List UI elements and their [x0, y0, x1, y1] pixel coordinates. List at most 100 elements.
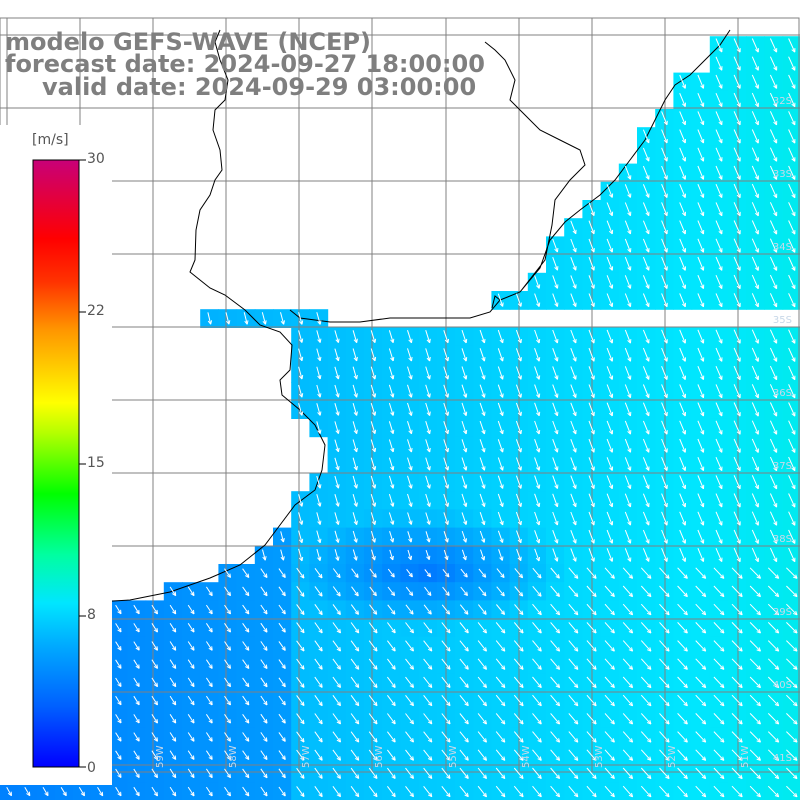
wind-arrow — [350, 622, 360, 634]
wind-arrow — [407, 366, 413, 380]
wind-arrow — [606, 202, 614, 217]
wind-arrow — [386, 658, 396, 670]
wind-arrow — [751, 384, 759, 399]
wind-arrow — [588, 420, 595, 435]
wind-arrow — [786, 785, 798, 798]
wind-arrow — [387, 586, 396, 597]
wind-arrow — [296, 731, 305, 743]
wind-arrow — [513, 785, 524, 798]
wind-arrow — [751, 129, 759, 144]
wind-arrow — [532, 585, 542, 597]
wind-arrow — [242, 750, 250, 760]
wind-arrow — [715, 329, 723, 344]
wind-arrow — [260, 604, 268, 615]
wind-arrow — [624, 329, 632, 344]
wind-arrow — [679, 420, 686, 435]
wind-arrow — [786, 749, 798, 761]
wind-arrow — [242, 568, 250, 578]
wind-arrow — [280, 531, 285, 543]
wind-arrow — [695, 585, 707, 598]
wind-arrow — [697, 165, 705, 180]
wind-arrow — [642, 275, 650, 289]
wind-arrow — [187, 586, 195, 597]
wind-arrow — [334, 530, 340, 543]
wind-arrow — [713, 603, 725, 616]
wind-arrow — [260, 568, 268, 579]
lon-label: 53W — [594, 745, 605, 768]
wind-arrow — [24, 787, 31, 797]
wind-arrow — [386, 767, 396, 779]
wind-arrow — [788, 147, 796, 162]
wind-arrow — [242, 695, 250, 706]
wind-arrow — [715, 457, 723, 471]
wind-arrow — [788, 202, 796, 217]
wind-arrow — [242, 786, 250, 797]
wind-arrow — [715, 402, 723, 417]
wind-arrow — [332, 731, 341, 743]
wind-arrow — [260, 622, 268, 633]
wind-arrow — [459, 694, 469, 707]
wind-arrow — [679, 329, 686, 344]
wind-arrow — [352, 384, 358, 398]
wind-arrow — [370, 402, 377, 416]
wind-arrow — [767, 622, 780, 634]
wind-arrow — [659, 694, 670, 707]
wind-arrow — [133, 623, 140, 633]
wind-arrow — [425, 439, 431, 453]
wind-arrow — [733, 438, 741, 453]
wind-arrow — [733, 329, 741, 344]
wind-arrow — [751, 347, 759, 362]
colorbar — [0, 125, 112, 785]
wind-arrow — [749, 676, 761, 689]
wind-arrow — [278, 604, 286, 615]
wind-arrow — [550, 658, 561, 670]
wind-arrow — [751, 238, 759, 253]
wind-arrow — [606, 475, 614, 490]
wind-arrow — [661, 202, 668, 217]
wind-arrow — [788, 74, 796, 89]
wind-arrow — [278, 568, 286, 579]
wind-arrow — [715, 56, 723, 71]
wind-arrow — [441, 713, 451, 725]
wind-arrow — [751, 92, 759, 108]
wind-arrow — [334, 475, 340, 489]
wind-arrow — [477, 658, 487, 670]
wind-arrow — [441, 622, 451, 634]
wind-arrow — [497, 348, 504, 362]
wind-arrow — [443, 421, 449, 435]
wind-arrow — [350, 640, 360, 652]
wind-arrow — [224, 768, 231, 779]
wind-arrow — [352, 402, 358, 416]
wind-arrow — [515, 475, 522, 489]
wind-arrow — [677, 622, 688, 634]
wind-arrow — [570, 548, 577, 562]
wind-arrow — [624, 529, 632, 544]
wind-arrow — [642, 293, 650, 308]
wind-arrow — [298, 530, 304, 544]
wind-arrow — [371, 549, 376, 561]
wind-arrow — [461, 530, 467, 543]
wind-arrow — [570, 384, 577, 398]
wind-arrow — [697, 548, 705, 562]
wind-arrow — [751, 402, 759, 417]
wind-arrow — [443, 512, 449, 525]
wind-arrow — [661, 347, 668, 362]
wind-arrow — [677, 713, 688, 725]
wind-arrow — [769, 183, 778, 199]
wind-arrow — [733, 256, 741, 271]
wind-arrow — [370, 475, 377, 489]
wind-arrow — [622, 640, 634, 652]
wind-arrow — [407, 457, 413, 471]
wind-arrow — [552, 384, 559, 398]
wind-arrow — [677, 749, 688, 761]
wind-arrow — [514, 604, 524, 616]
wind-arrow — [570, 457, 577, 471]
wind-arrow — [677, 694, 688, 707]
lon-label: 57W — [301, 745, 312, 768]
wind-arrow — [425, 493, 431, 507]
wind-arrow — [534, 493, 541, 508]
wind-arrow — [679, 238, 686, 253]
wind-arrow — [260, 695, 268, 706]
wind-arrow — [497, 329, 504, 344]
wind-arrow — [205, 604, 213, 615]
